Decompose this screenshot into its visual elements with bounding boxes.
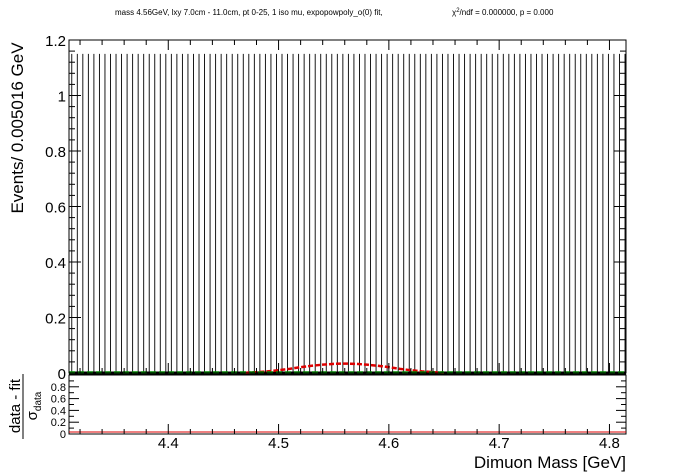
residual-plot-frame bbox=[68, 374, 627, 435]
chart-title: mass 4.56GeV, lxy 7.0cm - 11.0cm, pt 0-2… bbox=[115, 8, 383, 17]
x-tick-label: 4.4 bbox=[158, 435, 179, 452]
residual-plot-panel: 00.20.40.60.8 4.4 4.5 4.6 4.7 4.8 bbox=[51, 374, 627, 452]
x-axis-label: Dimuon Mass [GeV] bbox=[474, 453, 626, 472]
main-y-tick-label: 1 bbox=[58, 89, 66, 106]
ratio-y-axis-label-denominator: σdata bbox=[24, 391, 44, 420]
x-tick-label: 4.7 bbox=[489, 435, 510, 452]
main-y-tick-label: 0.8 bbox=[45, 144, 66, 161]
main-y-tick-label: 0 bbox=[58, 366, 66, 383]
x-tick-label: 4.8 bbox=[599, 435, 620, 452]
fit-statistics: χ2/ndf = 0.000000, p = 0.000 bbox=[452, 8, 554, 17]
main-y-tick-label: 0.4 bbox=[45, 255, 66, 272]
residual-y-tick-label: 0.8 bbox=[51, 382, 66, 394]
ratio-y-axis-label-numerator: data - fit bbox=[7, 378, 24, 433]
main-plot-panel: 0 0.2 0.4 0.6 0.8 1 1.2 bbox=[45, 33, 627, 383]
x-tick-label: 4.5 bbox=[268, 435, 289, 452]
residual-y-tick-label: 0.4 bbox=[51, 405, 66, 417]
signal-fit-curve bbox=[245, 362, 445, 374]
main-y-tick-label: 0.6 bbox=[45, 200, 66, 217]
residual-y-tick-label: 0 bbox=[60, 429, 66, 441]
x-tick-label: 4.6 bbox=[378, 435, 399, 452]
main-y-tick-label: 0.2 bbox=[45, 311, 66, 328]
residual-y-tick-label: 0.2 bbox=[51, 417, 66, 429]
main-y-tick-label: 1.2 bbox=[45, 33, 66, 50]
main-y-axis-label: Events/ 0.005016 GeV bbox=[8, 42, 27, 214]
residual-y-tick-label: 0.6 bbox=[51, 394, 66, 406]
